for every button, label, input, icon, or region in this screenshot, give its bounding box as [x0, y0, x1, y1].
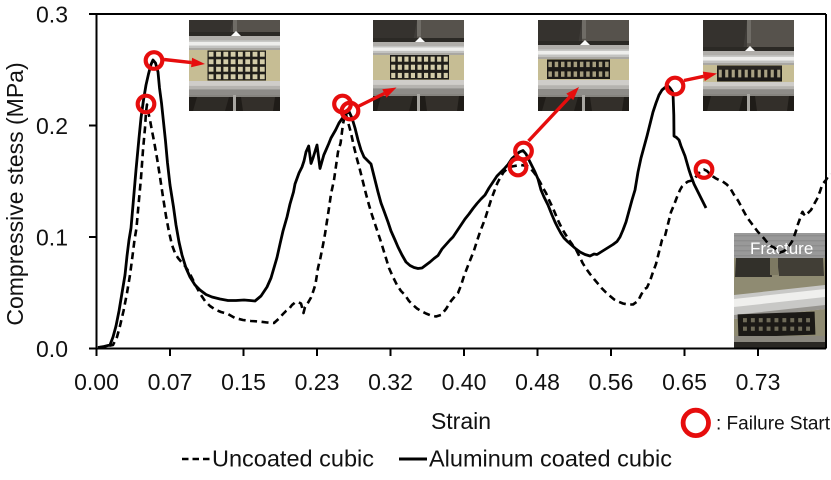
- svg-text:0.15: 0.15: [221, 369, 266, 395]
- svg-text:0.1: 0.1: [36, 224, 68, 250]
- svg-text:0.0: 0.0: [36, 336, 68, 362]
- svg-text:0.3: 0.3: [36, 1, 68, 27]
- svg-text:0.73: 0.73: [736, 369, 781, 395]
- svg-text:0.40: 0.40: [442, 369, 487, 395]
- svg-text:0.00: 0.00: [74, 369, 119, 395]
- svg-text:0.56: 0.56: [589, 369, 634, 395]
- svg-text:Aluminum coated cubic: Aluminum coated cubic: [429, 446, 672, 472]
- svg-text:0.07: 0.07: [148, 369, 193, 395]
- svg-text:: Failure Start: : Failure Start: [716, 414, 831, 435]
- svg-text:Compressive stess (MPa): Compressive stess (MPa): [2, 62, 28, 325]
- svg-text:Uncoated cubic: Uncoated cubic: [212, 446, 374, 472]
- svg-text:0.23: 0.23: [295, 369, 340, 395]
- svg-text:0.32: 0.32: [368, 369, 413, 395]
- svg-text:Fracture: Fracture: [750, 239, 813, 258]
- svg-text:0.48: 0.48: [515, 369, 560, 395]
- svg-text:Strain: Strain: [431, 408, 491, 434]
- svg-text:0.65: 0.65: [662, 369, 707, 395]
- svg-text:0.2: 0.2: [36, 113, 68, 139]
